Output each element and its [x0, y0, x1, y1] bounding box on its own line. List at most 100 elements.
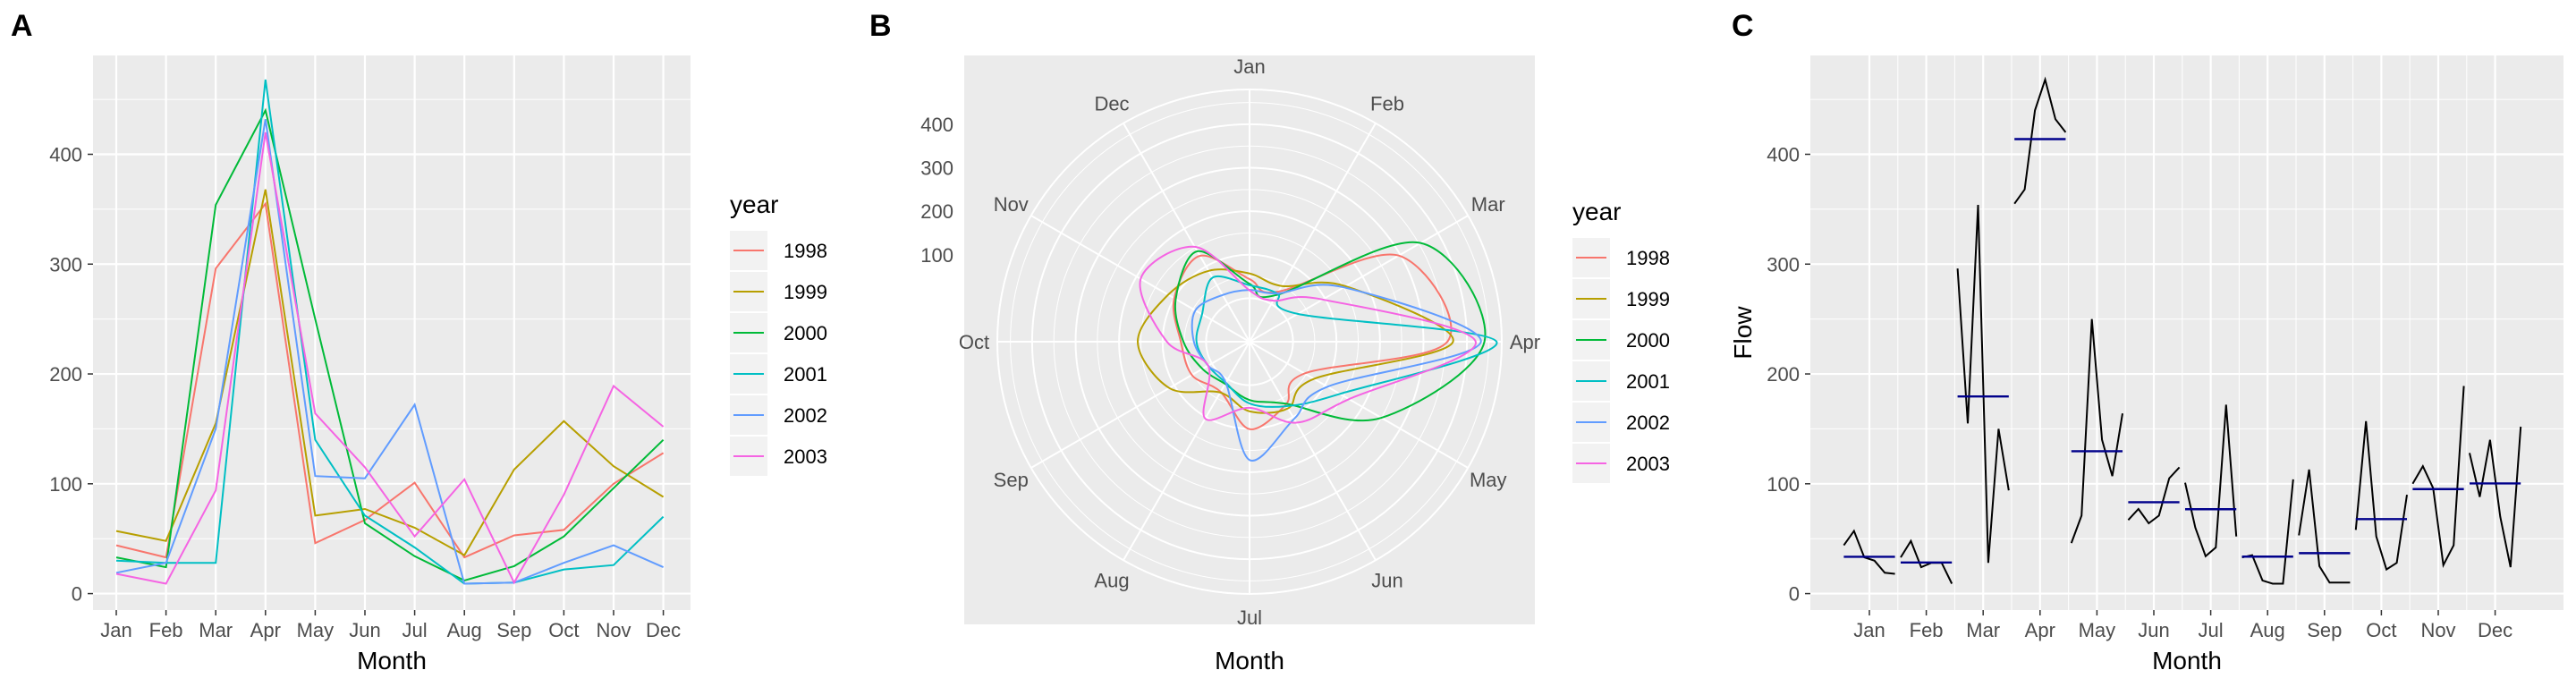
panel-b-tag: B: [869, 9, 892, 43]
panel-c-tag: C: [1732, 9, 1754, 43]
panel-c-grid: [1810, 55, 2563, 610]
panel-c-x-tick-label: Sep: [2307, 619, 2342, 641]
panel-b-month-label: Apr: [1510, 331, 1540, 353]
panel-a-background: [93, 55, 691, 610]
panel-c-subseries-Apr: [2013, 76, 2067, 205]
panel-c-subseries-Dec: [2469, 426, 2522, 568]
panel-a-series-line-1999: [115, 189, 665, 556]
panel-a-legend-label: 1998: [784, 240, 827, 262]
panel-c-x-tick-label: Dec: [2478, 619, 2512, 641]
panel-b-month-label: Jan: [1233, 55, 1265, 78]
panel-b-labels: Jan Feb Mar Apr May Jun Jul Aug Sep Oct Nov Dec 100 2…: [920, 55, 1540, 629]
panel-b-month-label: Aug: [1094, 570, 1129, 592]
panel-b-series-line-2003: [1139, 245, 1477, 424]
panel-a-legend-label: 2003: [784, 445, 827, 468]
panel-b-radial-tick-label: 300: [920, 157, 953, 180]
panel-c-x-tick-label: Mar: [1966, 619, 2000, 641]
panel-c-subseries-Jul: [2184, 404, 2238, 558]
panel-c-x-tick-label: Jan: [1853, 619, 1885, 641]
panel-b-spoke: [1123, 341, 1250, 561]
panel-c-subseries-Jan: [1843, 529, 1895, 575]
panel-c-subseries-Nov: [2411, 386, 2465, 568]
panel-c-y-tick-label: 300: [1767, 253, 1800, 276]
panel-c: C 0 100 200 300 400 Jan Feb Mar Apr May Jun Jul Aug…: [1729, 9, 2563, 674]
panel-a-legend-label: 2001: [784, 363, 827, 386]
panel-a-legend: year 1998 1999 2000 2001 2002 2003: [730, 191, 827, 476]
panel-b-legend-label: 2003: [1626, 453, 1670, 475]
panel-b-month-label: Mar: [1471, 193, 1505, 216]
panel-a-x-tick-label: Jun: [349, 619, 380, 641]
panel-a-x-tick-label: Jan: [100, 619, 131, 641]
panel-b-spoke: [1249, 215, 1469, 343]
panel-a-x-tick-label: Apr: [250, 619, 281, 641]
panel-a-lines: [115, 79, 665, 585]
panel-b-radial-tick-label: 400: [920, 114, 953, 136]
panel-a-x-ticks: Jan Feb Mar Apr May Jun Jul Aug Sep Oct Nov Dec: [100, 610, 681, 641]
panel-b-radial-tick-label: 200: [920, 200, 953, 223]
panel-a-legend-label: 1999: [784, 281, 827, 303]
panel-c-subseries-Oct: [2354, 420, 2408, 572]
panel-b: B Jan Feb Mar Apr May Jun Jul Aug Sep Oct Nov Dec 10…: [869, 9, 1670, 674]
panel-b-spoke: [1249, 341, 1377, 561]
panel-c-y-axis-title: Flow: [1729, 306, 1757, 360]
panel-b-spoke: [1030, 341, 1250, 469]
panel-b-legend-label: 1999: [1626, 288, 1670, 310]
panel-a-tag: A: [11, 9, 33, 43]
panel-a-x-axis-title: Month: [357, 647, 427, 674]
panel-a-y-tick-label: 400: [49, 143, 82, 165]
panel-b-series-line-1999: [1136, 268, 1454, 414]
panel-c-lines: [1843, 76, 2522, 585]
panel-c-y-tick-label: 0: [1789, 583, 1800, 606]
panel-a-x-tick-label: May: [297, 619, 335, 641]
panel-a-x-tick-label: Aug: [447, 619, 482, 641]
panel-c-x-axis-title: Month: [2152, 647, 2222, 674]
panel-b-month-label: Oct: [959, 331, 989, 353]
panel-a-legend-label: 2000: [784, 322, 827, 344]
panel-c-x-tick-label: Nov: [2420, 619, 2455, 641]
panel-b-legend-title: year: [1572, 198, 1621, 225]
panel-c-x-tick-label: Oct: [2366, 619, 2396, 641]
panel-b-x-axis-title: Month: [1215, 647, 1284, 674]
panel-a-x-tick-label: Oct: [548, 619, 579, 641]
panel-a-series-line-2003: [115, 131, 665, 585]
panel-a-series-line-2002: [115, 119, 665, 585]
panel-c-y-ticks: 0 100 200 300 400: [1767, 143, 1810, 606]
panel-b-spoke: [1249, 123, 1377, 343]
panel-b-month-label: Sep: [994, 469, 1029, 491]
panel-a: A 0 100 200 300 400 Jan Feb Mar Apr May Jun Jul Aug…: [11, 9, 827, 674]
panel-c-x-tick-label: Apr: [2025, 619, 2055, 641]
panel-b-spoke: [1123, 123, 1250, 343]
panel-b-series-line-2001: [1195, 276, 1498, 409]
panel-c-subseries-May: [2070, 318, 2123, 544]
panel-b-month-label: May: [1470, 469, 1507, 491]
panel-c-subseries-Aug: [2241, 479, 2294, 585]
panel-a-x-tick-label: Dec: [646, 619, 681, 641]
panel-b-lines: [1136, 241, 1498, 462]
panel-c-x-tick-label: May: [2079, 619, 2116, 641]
panel-b-month-label: Dec: [1094, 92, 1129, 114]
panel-c-x-tick-label: Aug: [2250, 619, 2285, 641]
panel-c-subseries-Feb: [1900, 539, 1953, 584]
panel-b-legend-label: 2002: [1626, 411, 1670, 434]
panel-c-y-tick-label: 200: [1767, 363, 1800, 386]
panel-b-month-label: Jul: [1237, 606, 1262, 629]
panel-a-series-line-2001: [115, 79, 665, 585]
panel-a-x-tick-label: Jul: [402, 619, 428, 641]
panel-a-y-tick-label: 100: [49, 473, 82, 496]
panel-c-x-tick-label: Jun: [2138, 619, 2169, 641]
panel-b-month-label: Jun: [1371, 570, 1402, 592]
panel-c-y-tick-label: 100: [1767, 473, 1800, 496]
panel-a-x-tick-label: Feb: [149, 619, 183, 641]
panel-c-subseries-Sep: [2298, 469, 2351, 584]
panel-b-series-line-2002: [1191, 284, 1482, 462]
panel-c-x-tick-label: Feb: [1910, 619, 1944, 641]
panel-b-month-label: Nov: [994, 193, 1029, 216]
panel-a-y-tick-label: 0: [72, 583, 82, 606]
panel-a-x-tick-label: Nov: [596, 619, 631, 641]
panel-b-series-line-2000: [1174, 241, 1487, 422]
panel-b-spoke: [1249, 341, 1469, 469]
panel-c-x-tick-label: Jul: [2199, 619, 2224, 641]
panel-b-legend-label: 2000: [1626, 329, 1670, 352]
panel-a-y-ticks: 0 100 200 300 400: [49, 143, 93, 606]
panel-b-legend-label: 1998: [1626, 247, 1670, 269]
